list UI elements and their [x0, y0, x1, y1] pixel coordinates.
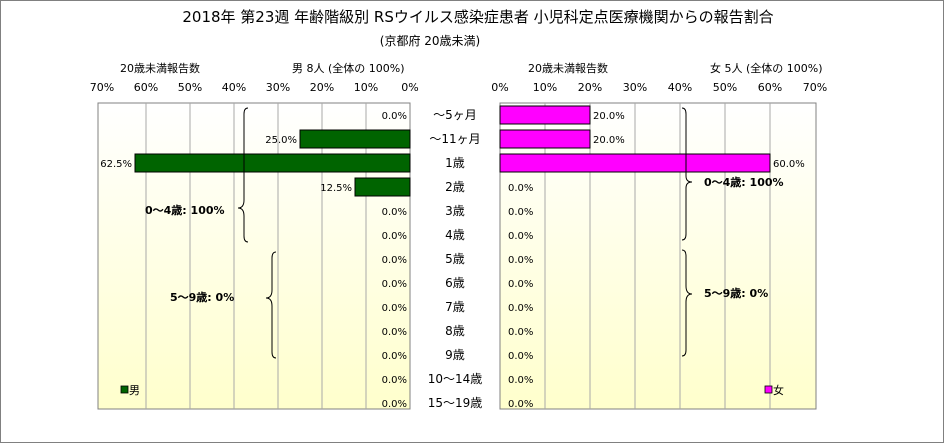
- male-data-label: 0.0%: [382, 111, 407, 122]
- male-bar: [354, 177, 411, 197]
- male-data-label: 0.0%: [382, 255, 407, 266]
- female-bar: [499, 105, 591, 125]
- male-data-label: 0.0%: [382, 375, 407, 386]
- category-label: 9歳: [445, 348, 465, 362]
- male-x-tick: 60%: [134, 81, 158, 94]
- female-data-label: 0.0%: [508, 375, 533, 386]
- male-x-tick: 10%: [354, 81, 378, 94]
- male-data-label: 12.5%: [320, 183, 352, 194]
- male-data-label: 0.0%: [382, 351, 407, 362]
- male-data-label: 62.5%: [100, 159, 132, 170]
- female-data-label: 60.0%: [773, 159, 805, 170]
- female-data-label: 0.0%: [508, 351, 533, 362]
- male-total-label: 男 8人 (全体の 100%): [292, 61, 405, 75]
- female-data-label: 20.0%: [593, 135, 625, 146]
- female-x-tick: 10%: [533, 81, 557, 94]
- female-bar: [499, 153, 771, 173]
- female-legend-swatch: [764, 385, 773, 394]
- right-header-label: 20歳未満報告数: [528, 62, 608, 75]
- female-data-label: 0.0%: [508, 207, 533, 218]
- left-header-label: 20歳未満報告数: [120, 62, 200, 75]
- male-legend-label: 男: [129, 384, 140, 397]
- category-label: 15～19歳: [428, 396, 483, 410]
- category-label: 3歳: [445, 204, 465, 218]
- female-data-label: 0.0%: [508, 279, 533, 290]
- chart-subtitle: (京都府 20歳未満): [380, 33, 480, 48]
- female-annotation-5-9: 5～9歳: 0%: [704, 286, 768, 300]
- female-bracket-5-9: [681, 249, 693, 357]
- chart-title: 2018年 第23週 年齢階級別 RSウイルス感染症患者 小児科定点医療機関から…: [182, 8, 773, 26]
- male-bar: [299, 129, 411, 149]
- male-data-label: 0.0%: [382, 207, 407, 218]
- female-plot-area: [499, 102, 817, 410]
- category-label: 6歳: [445, 276, 465, 290]
- female-data-label: 0.0%: [508, 327, 533, 338]
- male-data-label: 0.0%: [382, 303, 407, 314]
- female-x-tick: 30%: [623, 81, 647, 94]
- data-labels: 0.0% 20.0% 25.0% 20.0% 62.5% 60.0% 12.5% 0.0% 0.…: [100, 111, 805, 410]
- female-x-tick: 40%: [668, 81, 692, 94]
- male-data-label: 25.0%: [265, 135, 297, 146]
- bars: [134, 105, 771, 197]
- female-bracket-0-4: [681, 107, 693, 241]
- category-label: 4歳: [445, 228, 465, 242]
- male-data-label: 0.0%: [382, 231, 407, 242]
- category-labels: ～5ヶ月 ～11ヶ月 1歳 2歳 3歳 4歳 5歳 6歳 7歳 8歳 9歳 10～14歳 15～19歳: [428, 108, 483, 410]
- category-label: 5歳: [445, 252, 465, 266]
- category-label: 10～14歳: [428, 372, 483, 386]
- category-label: ～11ヶ月: [429, 132, 480, 146]
- female-x-tick: 60%: [758, 81, 782, 94]
- axis-tick-labels: 70% 60% 50% 40% 30% 20% 10% 0% 0% 10% 20% 30% 40% 50%…: [90, 81, 827, 94]
- female-data-label: 0.0%: [508, 399, 533, 410]
- female-data-label: 0.0%: [508, 255, 533, 266]
- category-label: ～5ヶ月: [433, 108, 477, 122]
- female-bar: [499, 129, 591, 149]
- male-data-label: 0.0%: [382, 327, 407, 338]
- category-label: 7歳: [445, 300, 465, 314]
- male-annotation-5-9: 5～9歳: 0%: [170, 290, 234, 304]
- female-total-label: 女 5人 (全体の 100%): [710, 61, 823, 75]
- male-data-label: 0.0%: [382, 399, 407, 410]
- male-plot-area: [97, 102, 411, 410]
- category-label: 2歳: [445, 180, 465, 194]
- male-bracket-5-9: [265, 251, 277, 359]
- male-x-tick: 50%: [178, 81, 202, 94]
- male-data-label: 0.0%: [382, 279, 407, 290]
- female-x-tick: 50%: [713, 81, 737, 94]
- female-data-label: 20.0%: [593, 111, 625, 122]
- male-x-tick: 20%: [310, 81, 334, 94]
- female-x-tick: 20%: [578, 81, 602, 94]
- female-annotation-0-4: 0～4歳: 100%: [704, 175, 784, 189]
- female-x-tick: 70%: [803, 81, 827, 94]
- female-legend-label: 女: [773, 383, 784, 397]
- male-legend-swatch: [120, 385, 129, 394]
- category-label: 8歳: [445, 324, 465, 338]
- male-x-tick: 0%: [401, 81, 418, 94]
- female-x-tick: 0%: [491, 81, 508, 94]
- female-data-label: 0.0%: [508, 183, 533, 194]
- male-annotation-0-4: 0～4歳: 100%: [145, 203, 225, 217]
- category-label: 1歳: [445, 156, 465, 170]
- male-x-tick: 30%: [266, 81, 290, 94]
- male-bar: [134, 153, 411, 173]
- female-data-label: 0.0%: [508, 303, 533, 314]
- male-x-tick: 70%: [90, 81, 114, 94]
- female-data-label: 0.0%: [508, 231, 533, 242]
- male-bracket-0-4: [237, 107, 249, 243]
- male-x-tick: 40%: [222, 81, 246, 94]
